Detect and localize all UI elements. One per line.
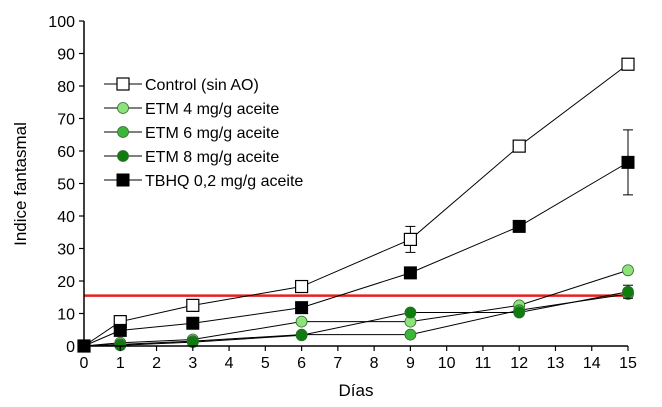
data-point: [295, 279, 309, 294]
x-tick-label: 6: [297, 355, 306, 372]
data-point: [621, 57, 635, 71]
x-ticks: 0 1 2 3 4 5 6 7 8 9 10 11 12 13 14 15: [80, 346, 637, 372]
y-tick-label: 90: [57, 47, 75, 64]
x-tick-label: 15: [619, 355, 637, 372]
x-tick-label: 2: [152, 355, 161, 372]
legend-label: ETM 6 mg/g aceite: [145, 125, 279, 142]
x-tick-label: 1: [116, 355, 125, 372]
data-point: [295, 301, 309, 315]
y-ticks: 0 10 20 30 40 50 60 70 80 90 100: [48, 14, 84, 356]
series-3: [78, 288, 634, 352]
y-tick-label: 70: [57, 112, 75, 129]
x-tick-label: 9: [406, 355, 415, 372]
x-tick-label: 7: [333, 355, 342, 372]
x-tick-label: 5: [261, 355, 270, 372]
x-axis-label: Días: [339, 381, 374, 400]
legend-label: ETM 8 mg/g aceite: [145, 149, 279, 166]
x-tick-label: 11: [475, 355, 492, 372]
data-point: [622, 264, 634, 277]
data-point: [295, 329, 308, 342]
legend-marker: [117, 126, 129, 138]
data-point: [512, 139, 526, 153]
y-axis-label: Indice fantasmal: [11, 122, 30, 246]
data-point: [621, 155, 635, 169]
y-tick-label: 80: [57, 79, 75, 96]
x-tick-label: 12: [510, 355, 528, 372]
x-tick-label: 0: [80, 355, 89, 372]
series-line: [83, 293, 629, 347]
legend-marker: [117, 102, 129, 114]
data-point: [622, 285, 634, 298]
y-tick-label: 10: [57, 307, 75, 324]
y-tick-label: 0: [66, 339, 75, 356]
data-point: [186, 298, 200, 312]
data-point: [404, 306, 417, 319]
legend: Control (sin AO) ETM 4 mg/g aceite ETM 6 m…: [104, 77, 303, 190]
y-tick-label: 20: [57, 274, 75, 291]
legend-item-1: Control (sin AO): [104, 77, 259, 94]
legend-marker: [116, 77, 130, 91]
legend-item-3: ETM 6 mg/g aceite: [104, 125, 279, 142]
data-point: [513, 306, 526, 319]
x-tick-label: 13: [547, 355, 565, 372]
series-5: [77, 129, 635, 353]
data-point: [403, 232, 417, 246]
x-tick-label: 4: [225, 355, 234, 372]
series-2: [78, 264, 634, 352]
legend-label: TBHQ 0,2 mg/g aceite: [145, 173, 303, 190]
legend-item-5: TBHQ 0,2 mg/g aceite: [104, 173, 303, 190]
data-point: [403, 266, 417, 280]
y-tick-label: 40: [57, 209, 75, 226]
x-tick-label: 10: [438, 355, 456, 372]
data-point: [186, 316, 200, 330]
x-tick-label: 14: [583, 355, 601, 372]
legend-item-4: ETM 8 mg/g aceite: [104, 149, 279, 166]
series-line: [83, 291, 629, 347]
x-tick-label: 8: [370, 355, 379, 372]
legend-marker: [116, 173, 130, 187]
data-point: [113, 323, 127, 337]
data-point: [512, 219, 526, 233]
legend-item-2: ETM 4 mg/g aceite: [104, 101, 279, 118]
data-point: [295, 315, 308, 328]
y-tick-label: 30: [57, 242, 75, 259]
legend-marker: [117, 150, 129, 162]
legend-label: Control (sin AO): [145, 77, 259, 94]
legend-label: ETM 4 mg/g aceite: [145, 101, 279, 118]
y-tick-label: 60: [57, 144, 75, 161]
y-tick-label: 50: [57, 177, 75, 194]
y-tick-label: 100: [48, 14, 75, 31]
x-tick-label: 3: [188, 355, 197, 372]
data-point: [404, 328, 417, 341]
